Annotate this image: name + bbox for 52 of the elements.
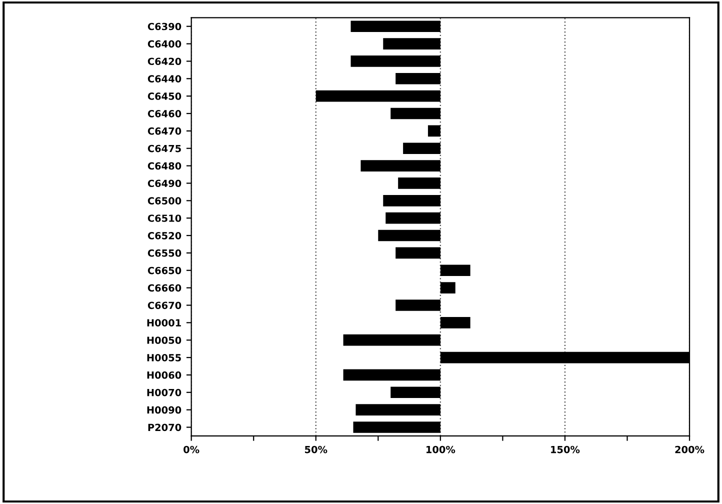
bar [343, 369, 440, 381]
y-tick-label: C6660 [148, 284, 182, 292]
bar [403, 142, 440, 154]
bar [396, 300, 440, 311]
y-tick-label: C6440 [148, 75, 182, 82]
bar [350, 56, 440, 67]
y-tick-label: C6490 [148, 180, 182, 188]
y-tick-label: C6670 [148, 302, 182, 310]
y-tick-label: C6480 [148, 162, 182, 170]
bar [440, 282, 456, 294]
y-tick-label: H0070 [147, 388, 182, 396]
bar [440, 264, 470, 276]
bar [396, 247, 440, 259]
y-tick-label: H0060 [147, 371, 182, 379]
y-tick-label: C6450 [148, 92, 182, 100]
x-tick-label: 100% [426, 446, 456, 454]
bar [386, 212, 440, 224]
bar [390, 386, 440, 398]
bar [390, 108, 440, 120]
y-tick-label: H0050 [147, 336, 182, 344]
bar [353, 422, 440, 433]
y-tick-label: C6390 [148, 22, 182, 30]
bar [356, 404, 440, 416]
bar [428, 125, 440, 137]
x-tick-label: 200% [675, 446, 704, 454]
y-tick-label: H0090 [147, 406, 182, 414]
bar [316, 90, 440, 102]
y-tick-label: C6420 [148, 58, 182, 66]
bar [343, 334, 440, 346]
y-tick-label: C6470 [148, 127, 182, 135]
y-tick-label: C6500 [148, 197, 182, 204]
y-tick-label: H0055 [147, 354, 181, 362]
bar [383, 194, 440, 206]
bar [440, 317, 470, 328]
y-tick-label: C6520 [148, 232, 182, 240]
y-tick-label: C6460 [148, 110, 182, 118]
bar [350, 20, 440, 32]
y-tick-label: P2070 [148, 424, 182, 432]
x-tick-label: 50% [304, 446, 328, 454]
y-tick-label: C6475 [148, 144, 181, 152]
bar [383, 38, 440, 50]
y-tick-label: C6400 [148, 40, 182, 48]
bar [378, 230, 440, 242]
x-tick-label: 0% [184, 446, 200, 454]
y-tick-label: H0001 [147, 319, 181, 326]
bar [398, 178, 440, 189]
y-tick-label: C6550 [148, 249, 182, 257]
y-tick-label: C6650 [148, 266, 182, 274]
bar [360, 160, 440, 172]
x-tick-label: 150% [551, 446, 580, 454]
bar [396, 72, 440, 84]
y-tick-label: C6510 [148, 214, 182, 222]
